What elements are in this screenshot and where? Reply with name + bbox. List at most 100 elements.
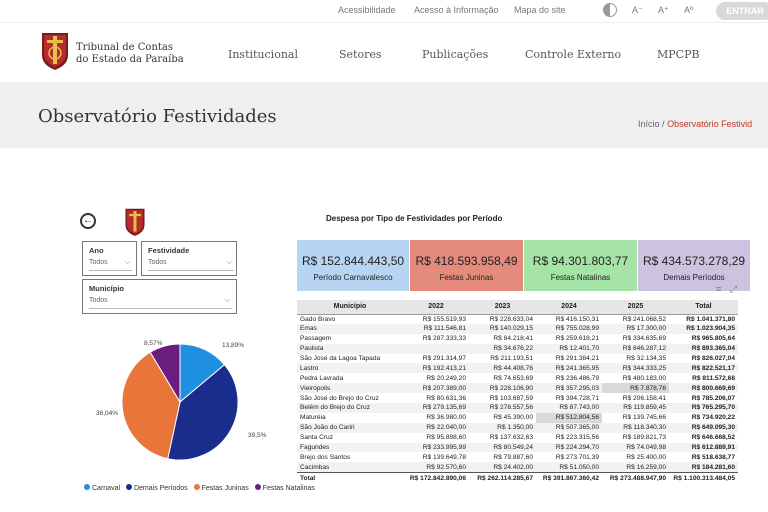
table-cell-value: R$ 518.638,77 [691, 453, 735, 461]
legend-label: Carnaval [92, 484, 121, 492]
table-cell-value: R$ 95.898,60 [426, 434, 466, 442]
table-cell-municipio: São João do Cariri [297, 422, 403, 433]
table-cell-value: R$ 80.631,36 [426, 394, 466, 402]
kpi-card-demais[interactable]: R$ 434.573.278,29 Demais Períodos [638, 240, 750, 291]
table-row[interactable]: Belém do Brejo do Cruz R$ 279.135,69 R$ 27… [297, 403, 738, 413]
filter-icon[interactable]: ≡ [716, 284, 722, 294]
kpi-card-natalinas[interactable]: R$ 94.301.803,77 Festas Natalinas [524, 240, 637, 291]
filter-festividade-select[interactable]: Todos ⌵ [148, 259, 234, 271]
spending-table: Município 2022 2023 2024 2025 Total Gado… [297, 300, 738, 485]
table-cell-value: R$ 155.519,93 [422, 315, 466, 323]
org-line-1: Tribunal de Contas [76, 42, 173, 53]
col-2023[interactable]: 2023 [469, 300, 536, 315]
table-cell-value: R$ 893.365,04 [669, 343, 738, 354]
nav-setores[interactable]: Setores [339, 48, 382, 61]
col-municipio[interactable]: Município [297, 300, 403, 315]
table-row[interactable]: Passagem R$ 287.333,33 R$ 84.218,41 R$ 259.… [297, 334, 738, 344]
expand-icon[interactable]: ⤢ [729, 284, 737, 294]
breadcrumb-home[interactable]: Início [638, 119, 660, 129]
table-cell-municipio: Vieirópolis [297, 383, 403, 394]
table-row[interactable]: Pedra Lavrada R$ 20.249,20 R$ 74.653,69 R$ … [297, 373, 738, 383]
table-row[interactable]: São José do Brejo do Cruz R$ 80.631,36 R$ … [297, 393, 738, 403]
font-reset-button[interactable]: Aº [684, 5, 694, 15]
table-row[interactable]: Santa Cruz R$ 95.898,60 R$ 137.632,63 R$ 22… [297, 433, 738, 443]
col-2022[interactable]: 2022 [403, 300, 469, 315]
table-cell-value: R$ 394.728,71 [555, 394, 599, 402]
pie-slice-juninas[interactable] [121, 351, 181, 460]
legend-item-natalinas[interactable]: Festas Natalinas [254, 484, 315, 492]
filter-ano-label: Ano [89, 246, 104, 255]
site-header: Tribunal de Contas do Estado da Paraíba … [0, 22, 768, 82]
font-decrease-button[interactable]: A⁻ [632, 5, 643, 15]
legend-item-demais[interactable]: Demais Períodos [125, 484, 188, 492]
nav-controle-externo[interactable]: Controle Externo [525, 48, 622, 61]
table-cell-value: R$ 87.743,00 [536, 403, 602, 413]
kpi-label: Período Carnavalesco [313, 273, 393, 282]
pie-label-carnaval: 13,89% [222, 342, 245, 349]
nav-institucional[interactable]: Institucional [228, 48, 298, 61]
table-cell-value: R$ 826.027,04 [691, 355, 735, 362]
col-2025[interactable]: 2025 [602, 300, 669, 315]
table-cell-value: R$ 228.633,04 [489, 315, 533, 323]
table-cell-value: R$ 278.557,56 [469, 403, 536, 413]
table-row[interactable]: São João do Cariri R$ 22.040,00 R$ 1.350,0… [297, 422, 738, 433]
table-cell-value: R$ 223.315,56 [555, 434, 599, 442]
table-cell-value: R$ 84.218,41 [493, 335, 533, 343]
kpi-value: R$ 94.301.803,77 [532, 254, 629, 268]
table-cell-value [403, 343, 469, 354]
table-row[interactable]: Paulista R$ 34.676,22 R$ 12.401,70 R$ 846.2… [297, 343, 738, 354]
organization-name[interactable]: Tribunal de Contas do Estado da Paraíba [76, 42, 184, 66]
tce-logo-icon[interactable] [40, 31, 70, 71]
table-row[interactable]: Maturéia R$ 36.980,00 R$ 45.390,00 R$ 512.8… [297, 412, 738, 423]
filter-festividade[interactable]: Festividade Todos ⌵ [141, 241, 237, 276]
filter-municipio-select[interactable]: Todos ⌵ [89, 297, 232, 309]
filter-festividade-value: Todos [148, 259, 167, 266]
legend-item-juninas[interactable]: Festas Juninas [193, 484, 249, 492]
table-row[interactable]: São José da Lagoa Tapada R$ 291.314,97 R$ … [297, 354, 738, 364]
accessibility-link[interactable]: Acessibilidade [338, 5, 396, 15]
legend-item-carnaval[interactable]: Carnaval [84, 484, 121, 492]
table-row[interactable]: Vieirópolis R$ 207.389,00 R$ 228.106,90 R$ … [297, 383, 738, 394]
table-row[interactable]: Brejo dos Santos R$ 139.649,78 R$ 79.887,6… [297, 452, 738, 462]
table-row[interactable]: Gado Bravo R$ 155.519,93 R$ 228.633,04 R$ 4… [297, 314, 738, 324]
kpi-card-juninas[interactable]: R$ 418.593.958,49 Festas Juninas [410, 240, 523, 291]
table-cell-value: R$ 25.400,00 [626, 453, 666, 461]
nav-publicacoes[interactable]: Publicações [422, 48, 489, 61]
table-cell-value: R$ 20.249,20 [426, 374, 466, 382]
table-cell-value: R$ 16.259,00 [602, 462, 669, 473]
col-2024[interactable]: 2024 [536, 300, 602, 315]
filter-ano[interactable]: Ano Todos ⌵ [82, 241, 137, 276]
info-access-link[interactable]: Acesso à Informação [414, 5, 499, 15]
col-total[interactable]: Total [669, 300, 738, 315]
table-cell-municipio: São José da Lagoa Tapada [300, 355, 381, 362]
table-cell-municipio: Lastro [297, 363, 403, 374]
login-button[interactable]: ENTRAR [716, 2, 768, 20]
filter-ano-select[interactable]: Todos ⌵ [89, 259, 132, 271]
legend-dot-icon [125, 484, 132, 490]
site-map-link[interactable]: Mapa do site [514, 5, 566, 15]
table-cell-value: R$ 822.521,17 [669, 363, 738, 374]
filter-municipio[interactable]: Município Todos ⌵ [82, 279, 237, 314]
table-cell-value: R$ 273.701,39 [555, 453, 599, 461]
table-row[interactable]: Emas R$ 111.546,81 R$ 140.029,15 R$ 755.028… [297, 323, 738, 334]
table-header-row: Município 2022 2023 2024 2025 Total [297, 300, 738, 315]
table-cell-value: R$ 357.295,03 [536, 383, 602, 394]
pie-slice-demais[interactable] [167, 364, 239, 461]
table-row[interactable]: Cacimbas R$ 92.570,60 R$ 24.402,00 R$ 51.05… [297, 462, 738, 473]
table-cell-value: R$ 45.390,00 [493, 414, 533, 422]
pie-label-natalinas: 8,57% [144, 340, 163, 347]
kpi-card-carnaval[interactable]: R$ 152.844.443,50 Período Carnavalesco [297, 240, 409, 291]
contrast-icon[interactable] [603, 3, 617, 17]
table-cell-value: R$ 111.546,81 [403, 323, 469, 334]
pie-slice-natalinas[interactable] [149, 343, 181, 404]
back-arrow-icon[interactable]: ← [80, 213, 96, 229]
table-row[interactable]: Lastro R$ 192.413,21 R$ 44.408,76 R$ 241.36… [297, 363, 738, 374]
pie-chart [121, 343, 239, 461]
table-cell-value: R$ 24.402,00 [469, 462, 536, 473]
kpi-value: R$ 434.573.278,29 [642, 254, 746, 268]
pie-legend: Carnaval Demais Períodos Festas Juninas … [84, 484, 319, 492]
font-increase-button[interactable]: A⁺ [658, 5, 669, 15]
table-row[interactable]: Fagundes R$ 233.995,99 R$ 80.549,24 R$ 224.… [297, 442, 738, 453]
table-cell-value: R$ 507.365,00 [536, 422, 602, 433]
nav-mpcpb[interactable]: MPCPB [657, 48, 700, 61]
